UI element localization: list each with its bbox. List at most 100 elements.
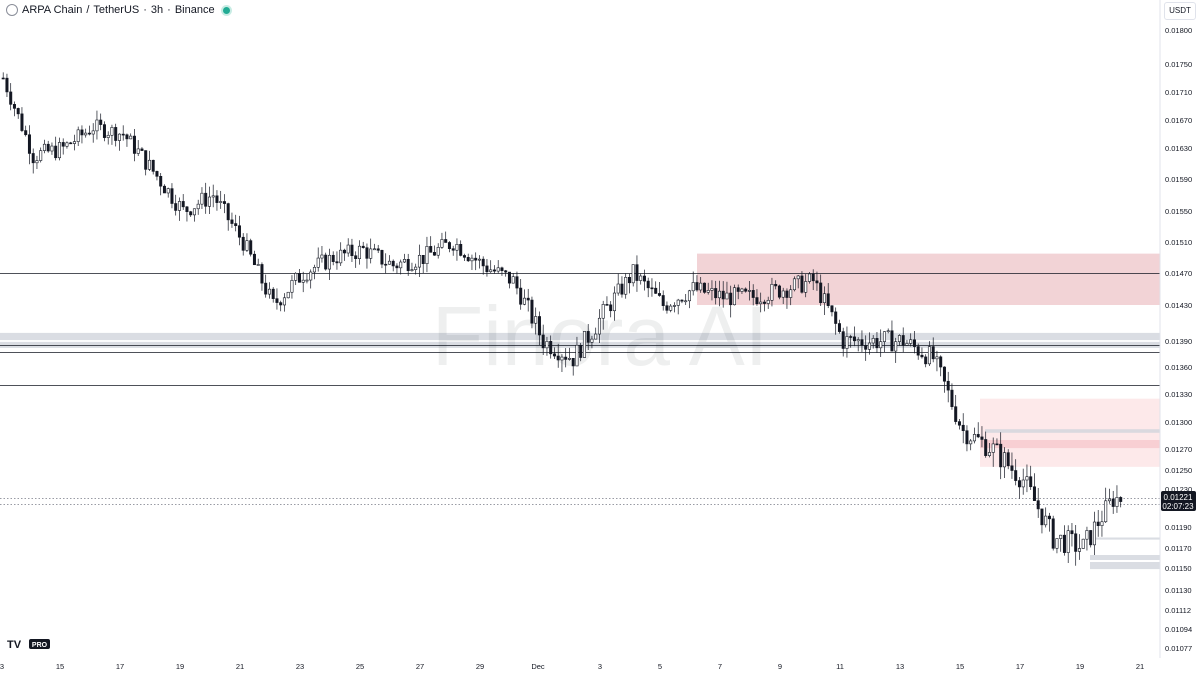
candle-body (706, 290, 710, 293)
candle-body (646, 280, 650, 289)
candle-body (402, 259, 406, 263)
candle-body (24, 130, 28, 136)
candle-body (721, 290, 725, 300)
candle-body (429, 246, 433, 253)
candle-body (189, 211, 193, 216)
candle-body (20, 113, 24, 131)
price-tick-label: 0.01710 (1165, 88, 1192, 97)
time-tick-label: 19 (176, 662, 184, 671)
candle-body (1092, 521, 1096, 546)
candle-body (1014, 470, 1018, 481)
candle-body (215, 195, 219, 203)
candle-body (121, 133, 125, 136)
support-bands (0, 332, 1160, 570)
candle-body (57, 142, 61, 159)
candle-body (710, 288, 714, 291)
candle-body (466, 257, 470, 262)
candle-body (87, 132, 91, 135)
candle-body (766, 299, 770, 304)
candles[interactable] (1, 72, 1123, 566)
candle-body (410, 269, 414, 271)
candle-body (620, 283, 624, 295)
separator-dot: · (167, 4, 171, 16)
candle-body (492, 269, 496, 272)
candle-body (1111, 498, 1115, 507)
candle-body (1059, 534, 1063, 539)
price-tick-label: 0.01230 (1165, 485, 1192, 494)
candle-body (50, 145, 54, 152)
currency-selector[interactable]: USDT (1164, 2, 1196, 20)
candle-body (852, 336, 856, 342)
candle-body (84, 132, 88, 136)
candle-body (399, 261, 403, 269)
candle-body (969, 440, 973, 445)
candle-body (35, 160, 39, 164)
time-axis[interactable]: 3 15 17 19 21 23 25 27 29 Dec 3 5 7 9 11 13 15 17 19 21 (0, 662, 1144, 671)
time-tick-label: Dec (531, 662, 545, 671)
time-tick-label: 19 (1076, 662, 1084, 671)
candle-body (477, 258, 481, 261)
last-price-tag-bg (1161, 491, 1196, 511)
candle-body (1104, 500, 1108, 523)
candle-body (170, 188, 174, 204)
price-tick-label: 0.01590 (1165, 175, 1192, 184)
last-price-tag: 0.01221 02:07:23 (1161, 491, 1196, 511)
symbol-name[interactable]: ARPA Chain (22, 4, 83, 16)
candle-body (717, 290, 721, 299)
candle-body (391, 260, 395, 267)
candle-body (639, 275, 643, 281)
candle-body (995, 443, 999, 446)
candle-body (65, 142, 69, 147)
candle-body (781, 290, 785, 298)
candle-body (211, 195, 215, 198)
candle-body (294, 273, 298, 281)
candle-body (444, 239, 448, 243)
candle-body (661, 295, 665, 306)
candle-body (556, 355, 560, 361)
time-tick-label: 3 (0, 662, 4, 671)
candle-body (601, 304, 605, 319)
gray-band (0, 332, 1160, 341)
candle-body (1025, 476, 1029, 481)
candle-body (234, 223, 238, 227)
pro-badge-label: PRO (32, 642, 48, 649)
candle-body (110, 127, 114, 136)
tradingview-logo[interactable]: TV PRO (7, 638, 51, 650)
candle-body (1029, 476, 1033, 488)
candle-body (155, 171, 159, 177)
time-tick-label: 17 (1016, 662, 1024, 671)
candle-body (264, 282, 268, 295)
candle-body (132, 135, 136, 154)
candle-body (1115, 497, 1119, 507)
candle-body (1032, 486, 1036, 501)
candle-body (207, 196, 211, 207)
candle-body (654, 287, 658, 294)
candle-body (222, 201, 226, 204)
candle-body (834, 311, 838, 324)
candle-body (590, 338, 594, 343)
candle-body (860, 339, 864, 346)
interval-label[interactable]: 3h (150, 4, 164, 16)
candle-body (245, 240, 249, 251)
candle-body (1066, 530, 1070, 553)
candle-body (297, 273, 301, 283)
candle-body (980, 436, 984, 440)
market-status-icon (222, 6, 230, 14)
candle-body (901, 335, 905, 346)
time-tick-label: 21 (1136, 662, 1144, 671)
candle-body (935, 356, 939, 360)
candle-body (830, 305, 834, 313)
candle-body (564, 356, 568, 360)
candle-body (256, 264, 260, 266)
candle-body (496, 267, 500, 272)
candle-body (665, 305, 669, 311)
candle-body (421, 254, 425, 264)
price-axis[interactable]: 0.01800 0.01750 0.01710 0.01670 0.01630 0.015… (1165, 26, 1192, 653)
candle-body (864, 345, 868, 350)
quote-currency: TetherUS (93, 4, 140, 16)
candle-body (1006, 452, 1010, 467)
candle-body (1040, 508, 1044, 526)
candle-body (447, 242, 451, 249)
candle-body (522, 297, 526, 305)
